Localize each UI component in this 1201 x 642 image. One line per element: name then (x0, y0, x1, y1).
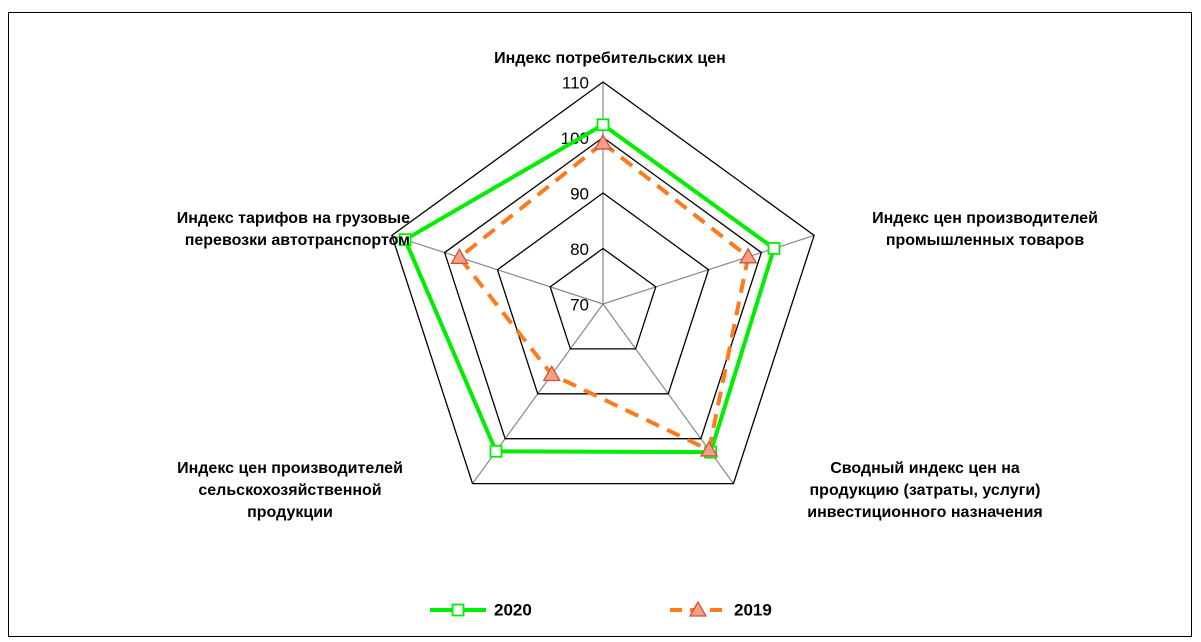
legend-label: 2019 (734, 600, 772, 619)
category-label: Индекс цен производителей сельскохозяйст… (177, 460, 403, 521)
marker (489, 444, 503, 458)
marker (688, 600, 708, 617)
marker (450, 248, 469, 265)
category-label: Индекс потребительских цен (494, 50, 726, 67)
grid-ring (443, 136, 763, 440)
y-tick-label: 80 (570, 240, 589, 259)
legend-label: 2020 (494, 600, 532, 619)
grid-ring (549, 247, 657, 350)
marker (398, 233, 412, 247)
grid-ring (496, 192, 710, 395)
y-tick-label: 90 (570, 184, 589, 203)
grid-ring (391, 81, 815, 485)
category-label: Индекс тарифов на грузовые перевозки авт… (176, 210, 410, 249)
marker (596, 118, 610, 132)
border (8, 12, 1192, 637)
category-label: Сводный индекс цен на продукцию (затраты… (807, 460, 1043, 521)
marker (451, 603, 465, 617)
marker (767, 242, 781, 255)
marker (542, 365, 561, 382)
y-tick-label: 110 (562, 73, 589, 92)
series-line (402, 122, 777, 455)
y-tick-label: 70 (570, 295, 589, 314)
marker (739, 247, 758, 264)
category-label: Индекс цен производителей промышленных т… (872, 210, 1098, 249)
series-line (456, 140, 751, 453)
marker (699, 440, 719, 457)
marker (593, 133, 613, 150)
